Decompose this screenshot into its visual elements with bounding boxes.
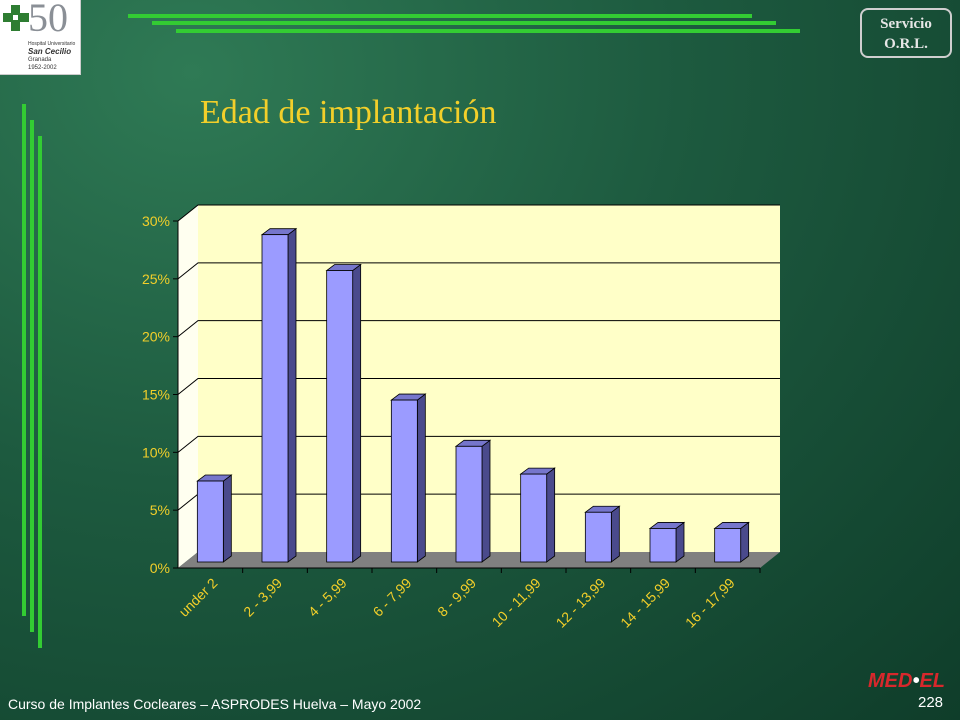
slide-title: Edad de implantación: [200, 94, 497, 131]
bar: [714, 528, 742, 563]
badge-line-1: Servicio: [880, 16, 932, 32]
bar-side: [416, 393, 426, 563]
bar: [261, 234, 289, 563]
logo-line-1: Hospital Universitario: [28, 41, 76, 47]
gridline: [177, 378, 780, 395]
bar-side: [546, 467, 556, 563]
x-tick-label: 12 - 13,99: [553, 575, 609, 631]
page-number: 228: [918, 694, 944, 711]
y-tick-label: 20%: [142, 329, 170, 345]
x-tick-label: 4 - 5,99: [305, 575, 350, 620]
gridline: [177, 435, 780, 453]
bar: [455, 445, 483, 563]
x-tick-label: 14 - 15,99: [617, 575, 673, 631]
bar-side: [740, 521, 750, 563]
logo-line-2: San Cecilio: [28, 47, 72, 56]
x-tick-label: 6 - 7,99: [370, 575, 415, 620]
bar: [584, 511, 612, 563]
gridline: [177, 320, 780, 338]
x-tick-label: under 2: [176, 575, 221, 620]
medel-dot-icon: •: [912, 670, 920, 692]
y-tick-label: 25%: [142, 271, 170, 287]
gridline: [177, 204, 780, 222]
bar: [196, 480, 224, 563]
hospital-logo: 50 Hospital Universitario San Cecilio Gr…: [0, 0, 81, 75]
footer-text: Curso de Implantes Cocleares – ASPRODES …: [8, 696, 422, 712]
logo-line-3: Granada: [28, 57, 52, 63]
y-tick-label: 0%: [150, 560, 170, 576]
bar-side: [481, 439, 491, 563]
bar: [390, 399, 418, 563]
logo-number: 50: [28, 0, 68, 40]
bar: [326, 270, 354, 563]
bar-side: [222, 474, 232, 563]
badge-line-2: O.R.L.: [884, 36, 928, 52]
y-tick-label: 10%: [142, 444, 170, 460]
x-tick-label: 10 - 11,99: [489, 575, 544, 630]
y-tick-label: 5%: [150, 502, 170, 518]
bar: [649, 528, 677, 563]
y-tick-label: 15%: [142, 387, 170, 403]
x-tick-label: 16 - 17,99: [682, 575, 738, 631]
cross-icon: [3, 5, 29, 31]
bar: [520, 473, 548, 563]
bar-side: [287, 227, 297, 563]
medel-logo: MED•EL: [868, 670, 945, 693]
servicio-badge: Servicio O.R.L.: [860, 8, 952, 58]
medel-right: EL: [919, 670, 946, 692]
bar-side: [610, 505, 620, 563]
bar-side: [352, 263, 362, 563]
bar-side: [675, 521, 685, 563]
y-tick-label: 30%: [142, 213, 170, 229]
logo-line-4: 1952-2002: [28, 65, 57, 71]
x-tick-label: 8 - 9,99: [434, 575, 479, 620]
gridline: [177, 262, 780, 280]
medel-left: MED: [868, 670, 913, 692]
x-tick-label: 2 - 3,99: [240, 575, 285, 620]
